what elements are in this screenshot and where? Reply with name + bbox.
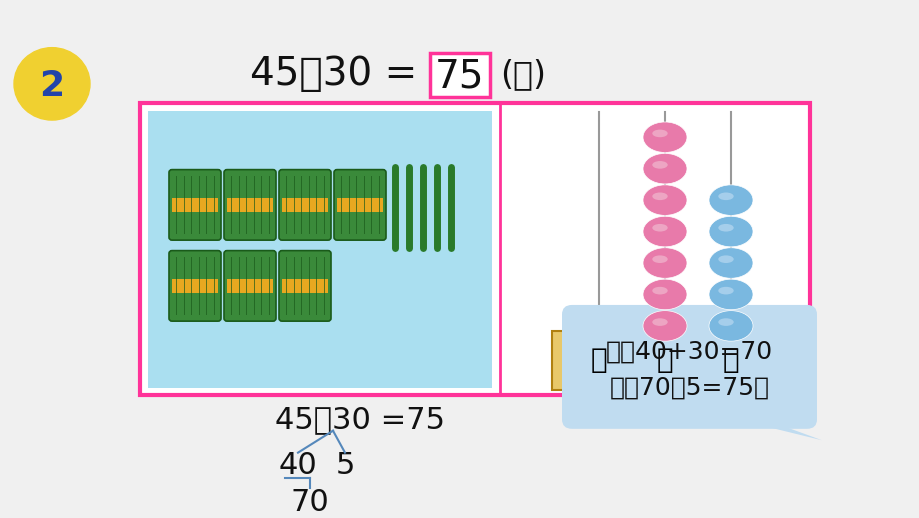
Ellipse shape — [709, 185, 752, 215]
FancyBboxPatch shape — [148, 110, 492, 388]
Text: (个): (个) — [499, 58, 545, 91]
Ellipse shape — [718, 193, 733, 200]
FancyBboxPatch shape — [336, 198, 382, 211]
Polygon shape — [736, 419, 821, 440]
FancyBboxPatch shape — [227, 198, 273, 211]
Text: 十: 十 — [656, 346, 673, 374]
Ellipse shape — [642, 217, 686, 247]
Ellipse shape — [718, 224, 733, 232]
Ellipse shape — [652, 224, 667, 232]
FancyBboxPatch shape — [169, 251, 221, 321]
Text: 2: 2 — [40, 69, 64, 103]
FancyBboxPatch shape — [140, 103, 809, 395]
Ellipse shape — [709, 311, 752, 341]
Ellipse shape — [718, 255, 733, 263]
Ellipse shape — [642, 185, 686, 215]
Text: 70: 70 — [290, 488, 329, 517]
FancyBboxPatch shape — [172, 279, 218, 293]
Text: 45＋30 =: 45＋30 = — [250, 55, 429, 93]
Ellipse shape — [709, 217, 752, 247]
Ellipse shape — [652, 318, 667, 326]
Text: 个: 个 — [722, 346, 739, 374]
Ellipse shape — [642, 311, 686, 341]
Ellipse shape — [642, 122, 686, 152]
Ellipse shape — [642, 279, 686, 310]
FancyBboxPatch shape — [551, 330, 777, 390]
FancyBboxPatch shape — [334, 169, 386, 240]
FancyBboxPatch shape — [429, 53, 490, 97]
Ellipse shape — [718, 318, 733, 326]
FancyBboxPatch shape — [223, 251, 276, 321]
FancyBboxPatch shape — [278, 169, 331, 240]
Ellipse shape — [652, 130, 667, 137]
FancyBboxPatch shape — [282, 279, 328, 293]
Text: 5: 5 — [335, 451, 355, 480]
Text: 先算40+30=70: 先算40+30=70 — [606, 339, 772, 363]
Text: 40: 40 — [278, 451, 317, 480]
FancyBboxPatch shape — [227, 279, 273, 293]
Ellipse shape — [642, 153, 686, 184]
Circle shape — [14, 48, 90, 120]
FancyBboxPatch shape — [278, 251, 331, 321]
Text: 再算70＋5=75。: 再算70＋5=75。 — [608, 376, 768, 400]
Ellipse shape — [652, 193, 667, 200]
Text: 百: 百 — [590, 346, 607, 374]
Ellipse shape — [718, 287, 733, 294]
FancyBboxPatch shape — [172, 198, 218, 211]
FancyBboxPatch shape — [169, 169, 221, 240]
FancyBboxPatch shape — [282, 198, 328, 211]
Ellipse shape — [709, 248, 752, 278]
Text: 45＋30 =75: 45＋30 =75 — [275, 405, 445, 434]
Ellipse shape — [709, 279, 752, 310]
Ellipse shape — [652, 287, 667, 294]
Ellipse shape — [652, 255, 667, 263]
Ellipse shape — [652, 161, 667, 169]
FancyBboxPatch shape — [223, 169, 276, 240]
Text: 75: 75 — [435, 57, 484, 95]
FancyBboxPatch shape — [562, 305, 816, 429]
Ellipse shape — [642, 248, 686, 278]
